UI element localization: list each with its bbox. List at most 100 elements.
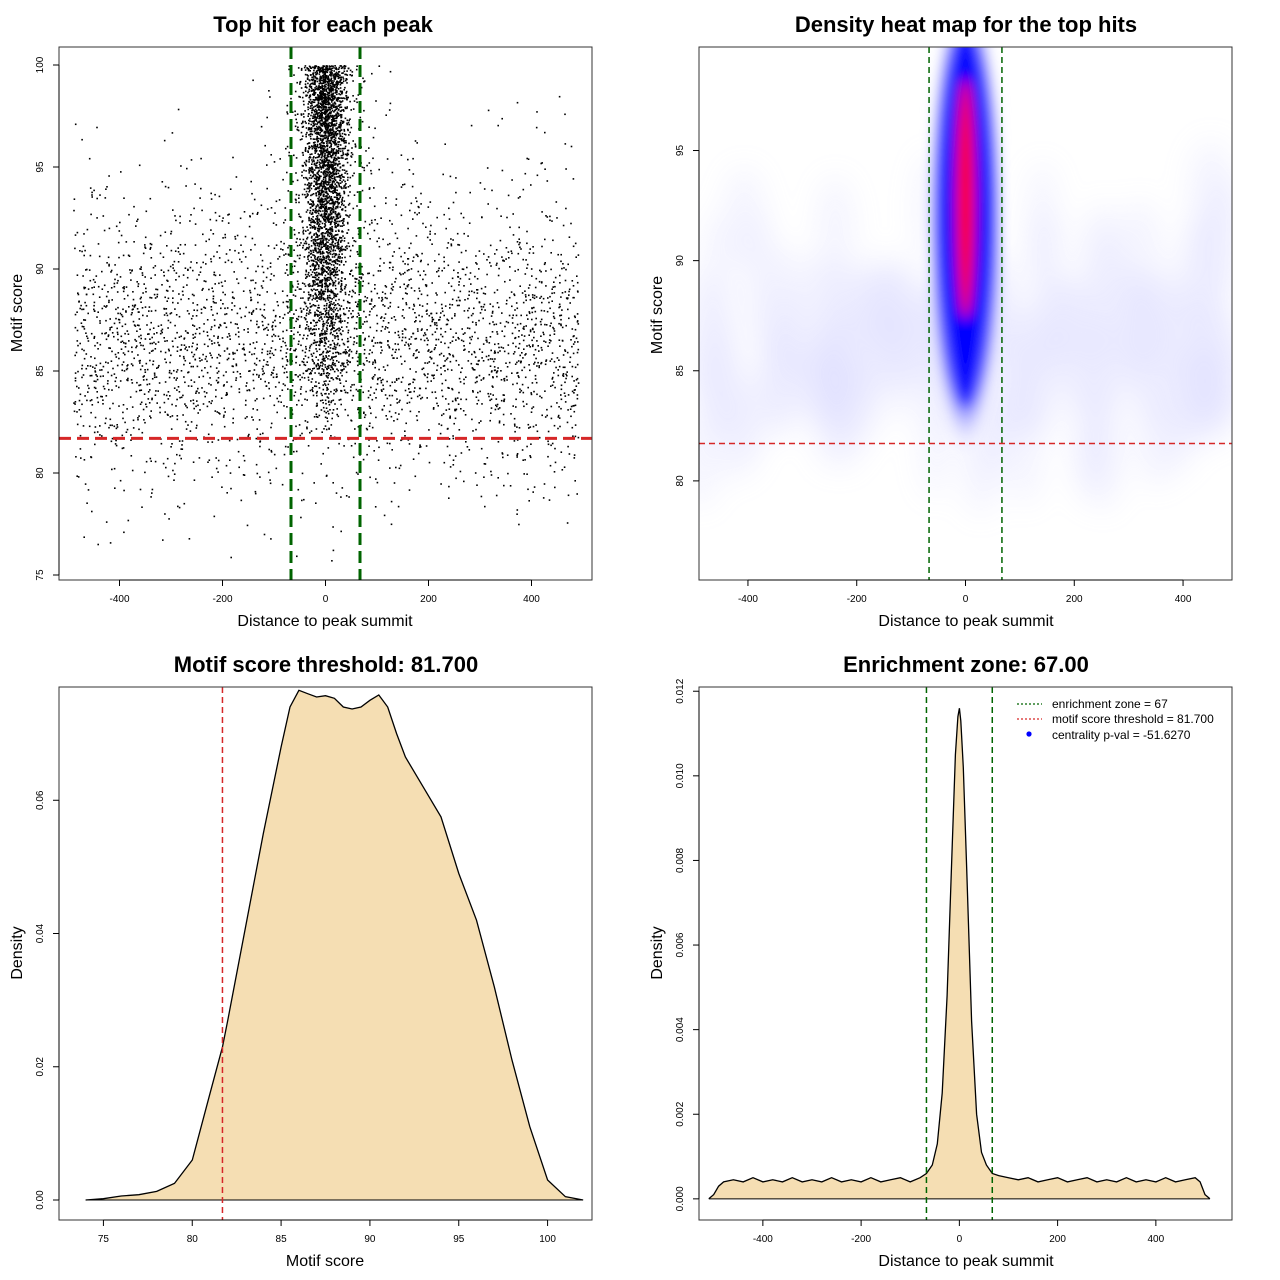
scatter-point <box>481 403 483 405</box>
scatter-point <box>410 278 412 280</box>
scatter-point <box>503 379 506 382</box>
scatter-point <box>256 472 259 475</box>
scatter-point <box>314 255 316 258</box>
scatter-point <box>441 414 443 417</box>
scatter-point <box>325 111 327 114</box>
scatter-point <box>252 342 255 344</box>
scatter-point <box>157 325 160 327</box>
scatter-point <box>154 274 156 276</box>
scatter-point <box>163 308 166 310</box>
scatter-point <box>242 290 245 292</box>
scatter-point <box>342 138 345 140</box>
scatter-point <box>428 349 430 351</box>
scatter-point <box>268 382 270 384</box>
scatter-point <box>493 291 496 294</box>
scatter-point <box>550 417 553 420</box>
scatter-point <box>517 375 520 377</box>
scatter-point <box>374 506 377 508</box>
scatter-point <box>520 248 522 250</box>
scatter-point <box>565 207 567 210</box>
scatter-point <box>295 450 298 453</box>
scatter-point <box>343 65 345 68</box>
scatter-point <box>313 254 315 257</box>
scatter-point <box>331 177 334 180</box>
scatter-point <box>316 350 318 353</box>
scatter-point <box>321 271 323 273</box>
scatter-point <box>270 154 272 156</box>
scatter-point <box>349 255 351 258</box>
scatter-point <box>301 138 303 140</box>
scatter-point <box>74 234 77 236</box>
scatter-point <box>325 327 328 329</box>
scatter-point <box>289 349 291 351</box>
scatter-point <box>163 274 165 277</box>
scatter-point <box>458 377 461 380</box>
scatter-point <box>328 239 330 241</box>
scatter-point <box>336 107 338 109</box>
scatter-point <box>196 262 198 264</box>
scatter-point <box>311 211 314 214</box>
scatter-point <box>376 481 379 484</box>
scatter-point <box>294 114 297 116</box>
scatter-point <box>122 352 125 354</box>
scatter-point <box>417 270 420 273</box>
scatter-point <box>193 309 195 311</box>
scatter-point <box>130 279 132 281</box>
scatter-point <box>538 366 540 369</box>
scatter-point <box>120 341 122 343</box>
scatter-point <box>467 316 470 319</box>
scatter-point <box>328 214 330 217</box>
scatter-point <box>478 319 480 322</box>
scatter-point <box>390 287 393 290</box>
scatter-point <box>216 251 218 253</box>
scatter-point <box>384 328 386 330</box>
scatter-point <box>543 333 545 336</box>
scatter-point <box>427 373 429 375</box>
scatter-point <box>444 331 447 333</box>
scatter-point <box>325 342 327 345</box>
scatter-point <box>144 421 146 424</box>
scatter-point <box>135 346 137 349</box>
scatter-point <box>318 372 320 375</box>
scatter-point <box>468 449 471 451</box>
scatter-point <box>266 267 269 270</box>
scatter-point <box>287 301 289 303</box>
scatter-point <box>321 358 324 361</box>
scatter-point <box>303 242 306 245</box>
scatter-point <box>336 344 338 346</box>
scatter-point <box>317 235 319 238</box>
scatter-point <box>558 322 560 325</box>
scatter-point <box>512 383 514 386</box>
scatter-point <box>472 390 474 392</box>
scatter-point <box>307 108 309 111</box>
scatter-point <box>492 376 494 379</box>
scatter-point <box>93 308 95 311</box>
scatter-point <box>500 370 502 372</box>
scatter-point <box>427 339 429 342</box>
scatter-point <box>305 276 308 278</box>
scatter-point <box>357 364 359 367</box>
scatter-point <box>212 233 215 235</box>
scatter-point <box>184 381 186 384</box>
scatter-point <box>239 376 242 378</box>
scatter-point <box>121 363 124 366</box>
scatter-point <box>344 349 347 351</box>
scatter-point <box>150 310 153 312</box>
scatter-point <box>322 350 325 353</box>
scatter-point <box>314 96 317 99</box>
scatter-point <box>74 403 76 405</box>
scatter-point <box>545 360 547 362</box>
scatter-point <box>316 236 319 238</box>
scatter-point <box>90 399 93 401</box>
scatter-point <box>412 308 414 311</box>
scatter-point <box>299 334 301 336</box>
scatter-point <box>321 258 324 261</box>
scatter-point <box>412 218 414 220</box>
scatter-point <box>336 206 339 209</box>
scatter-point <box>471 367 474 369</box>
scatter-point <box>296 254 299 257</box>
scatter-point <box>319 121 321 124</box>
scatter-point <box>342 220 345 222</box>
scatter-point <box>328 364 330 367</box>
scatter-point <box>347 121 350 124</box>
